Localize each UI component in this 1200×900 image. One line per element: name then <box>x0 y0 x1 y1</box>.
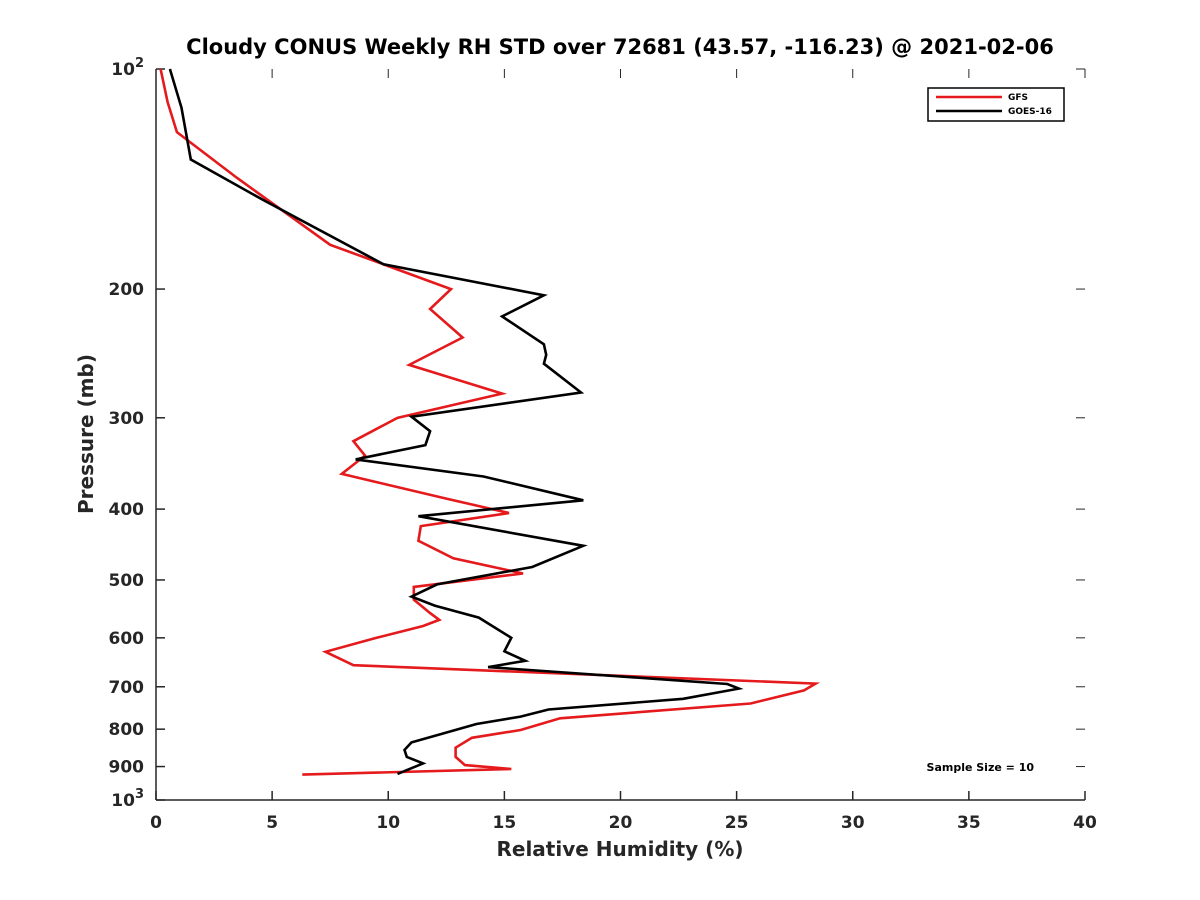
y-tick-label: 500 <box>109 571 145 591</box>
legend-box <box>927 87 1065 122</box>
x-axis-ticks: 0 5 10 15 20 25 30 35 40 <box>150 69 1097 833</box>
series-line-goes-16 <box>168 68 744 776</box>
legend: GFS GOES-16 <box>927 87 1065 122</box>
y-tick-label: 700 <box>109 678 145 698</box>
x-tick-label: 5 <box>266 813 278 833</box>
legend-label: GOES-16 <box>1008 107 1052 117</box>
series-line-gfs <box>159 68 821 776</box>
y-tick-label: 102 <box>111 56 144 80</box>
y-axis-label: Pressure (mb) <box>74 354 98 514</box>
legend-label: GFS <box>1008 93 1028 103</box>
chart-title: Cloudy CONUS Weekly RH STD over 72681 (4… <box>186 35 1054 59</box>
x-tick-label: 35 <box>957 813 981 833</box>
x-tick-label: 20 <box>609 813 633 833</box>
x-axis-label: Relative Humidity (%) <box>496 837 743 861</box>
y-axis-ticks: 102 200 300 400 500 600 700 800 900 103 <box>109 56 1085 811</box>
y-tick-label: 600 <box>109 629 145 649</box>
y-tick-label: 300 <box>109 409 145 429</box>
y-tick-label: 200 <box>109 280 145 300</box>
y-tick-label: 800 <box>109 720 145 740</box>
x-tick-label: 30 <box>841 813 865 833</box>
y-tick-label: 400 <box>109 500 145 520</box>
y-tick-label: 103 <box>111 787 144 811</box>
sample-size-annotation: Sample Size = 10 <box>927 761 1035 774</box>
series-layer <box>159 68 821 776</box>
x-tick-label: 40 <box>1073 813 1097 833</box>
x-tick-label: 15 <box>493 813 517 833</box>
x-tick-label: 10 <box>376 813 400 833</box>
y-tick-label: 900 <box>109 758 145 778</box>
x-tick-label: 0 <box>150 813 162 833</box>
x-tick-label: 25 <box>725 813 749 833</box>
